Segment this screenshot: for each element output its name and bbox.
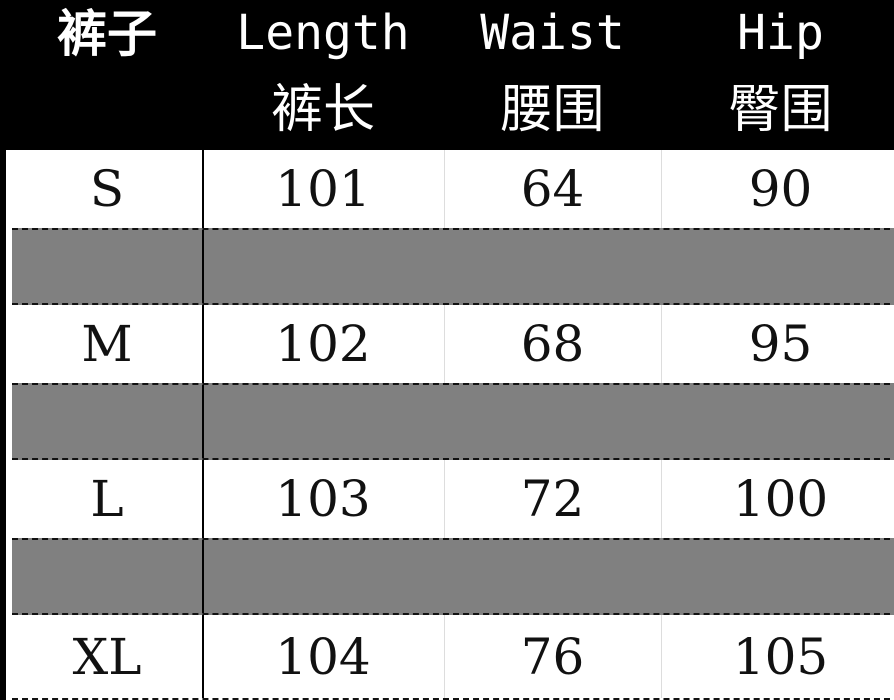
length-cell: 101 <box>202 150 445 228</box>
table-header: 裤子 Length 裤长 Waist 腰围 Hip 臀围 <box>6 0 894 150</box>
separator-row <box>12 383 894 460</box>
hip-cell: 95 <box>748 315 813 373</box>
length-cell: 102 <box>202 305 445 383</box>
hip-cell: 105 <box>732 627 829 686</box>
waist-cell: 76 <box>444 615 662 698</box>
header-hip-en: Hip <box>737 5 824 61</box>
size-cell: L <box>12 460 204 538</box>
header-length: Length 裤长 <box>202 0 444 150</box>
separator-cell <box>12 230 204 303</box>
separator-cell <box>12 385 204 458</box>
header-waist: Waist 腰围 <box>444 0 661 150</box>
hip-cell: 90 <box>748 160 813 218</box>
hip-cell: 100 <box>732 470 829 528</box>
header-hip: Hip 臀围 <box>661 0 894 150</box>
header-hip-zh: 臀围 <box>728 80 833 140</box>
length-cell: 103 <box>202 460 445 538</box>
header-length-en: Length <box>236 5 410 61</box>
separator-row <box>12 228 894 305</box>
length-cell: 104 <box>202 615 445 698</box>
header-waist-zh: 腰围 <box>500 80 605 140</box>
size-cell: S <box>12 150 204 228</box>
header-title: 裤子 <box>57 4 157 63</box>
table-row: L 103 72 100 <box>12 460 894 538</box>
waist-cell: 72 <box>444 460 662 538</box>
table-row: M 102 68 95 <box>12 305 894 383</box>
waist-cell: 68 <box>444 305 662 383</box>
header-length-zh: 裤长 <box>270 80 375 140</box>
separator-cell <box>12 540 204 613</box>
header-waist-en: Waist <box>480 5 625 61</box>
waist-cell: 64 <box>444 150 662 228</box>
table-row: S 101 64 90 <box>12 150 894 228</box>
size-cell: XL <box>12 615 204 698</box>
header-title-cell: 裤子 <box>12 0 202 150</box>
size-cell: M <box>12 305 204 383</box>
table-row: XL 104 76 105 <box>12 615 894 700</box>
separator-row <box>12 538 894 615</box>
